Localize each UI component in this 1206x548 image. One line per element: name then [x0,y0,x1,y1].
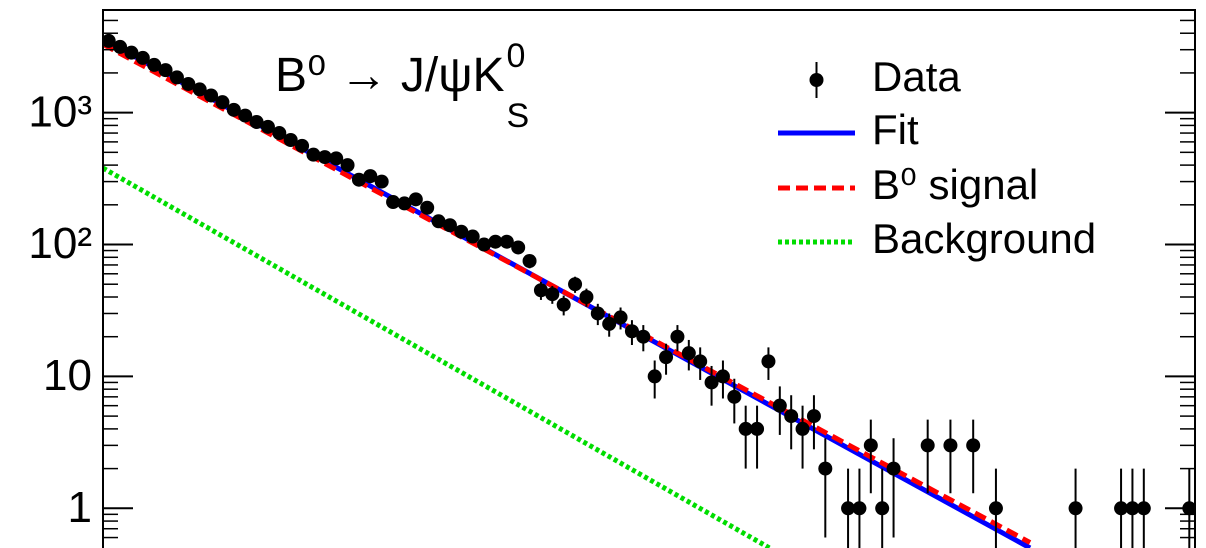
data-point [408,192,423,207]
data-point [272,126,287,141]
chart-title: B⁰ → J/ψK [275,49,505,102]
data-point [852,501,867,516]
data-point [295,138,310,153]
legend-marker [809,73,824,87]
data-point [477,237,492,252]
data-point [636,329,651,344]
data-point [329,151,344,166]
data-point [704,375,719,390]
data-point [204,88,219,103]
plot-area [103,33,1195,548]
data-point [397,196,412,211]
data-point [340,158,355,173]
data-point [158,63,173,78]
data-point [727,389,742,404]
data-point [545,287,560,302]
data-point [556,297,571,312]
title-subscript: S [507,97,530,135]
data-point [192,82,207,97]
data-point [681,346,696,361]
data-point [103,33,116,48]
data-point [886,461,901,476]
title-superscript: 0 [507,37,526,75]
data-point [124,45,139,60]
data-point [613,310,628,325]
data-point [226,102,241,117]
data-point [169,70,184,85]
data-point [454,224,469,239]
data-point [738,421,753,436]
data-point [351,172,366,187]
data-point [602,316,617,331]
data-point [238,108,253,123]
data-point [943,438,958,453]
data-point [374,174,389,189]
data-point [442,218,457,233]
legend-label: B⁰ signal [872,161,1038,208]
data-point [579,290,594,305]
data-point [249,114,264,129]
data-point [568,277,583,292]
data-point [511,240,526,255]
y-tick-label: 10³ [28,87,92,136]
data-point [1136,501,1151,516]
line-dashed [103,42,1032,545]
data-point [1068,501,1083,516]
data-point [135,50,150,65]
data-point [795,421,810,436]
data-point [784,409,799,424]
line-dotted [103,165,771,548]
legend-label: Fit [872,106,919,153]
data-point [659,350,674,365]
data-point [260,119,275,134]
data-point [624,324,639,339]
data-point [806,409,821,424]
data-point [283,133,298,148]
data-point [841,501,856,516]
data-point [431,214,446,229]
data-point [522,253,537,268]
frame [102,9,1196,548]
data-point [670,329,685,344]
data-point [363,169,378,184]
data-point [920,438,935,453]
data-point [181,76,196,91]
data-point [1125,501,1140,516]
data-point [1114,501,1129,516]
y-tick-label: 1 [68,483,92,532]
data-point [772,398,787,413]
data-point [988,501,1003,516]
data-point [818,461,833,476]
y-tick-label: 10 [43,351,92,400]
data-point [215,95,230,110]
data-point [966,438,981,453]
data-point [147,57,162,72]
y-tick-label: 10² [28,219,92,268]
data-point [647,369,662,384]
data-point [761,354,776,369]
legend-label: Data [872,53,961,100]
data-point [533,283,548,298]
data-point [465,229,480,244]
data-point [715,369,730,384]
data-point [306,147,321,162]
data-point [875,501,890,516]
data-point [863,438,878,453]
data-point [499,234,514,249]
data-point [488,234,503,249]
data-point [420,200,435,215]
data-point [750,421,765,436]
data-point [317,150,332,165]
data-point [386,195,401,210]
data-point [590,306,605,321]
data-point [693,354,708,369]
legend-label: Background [872,215,1096,262]
